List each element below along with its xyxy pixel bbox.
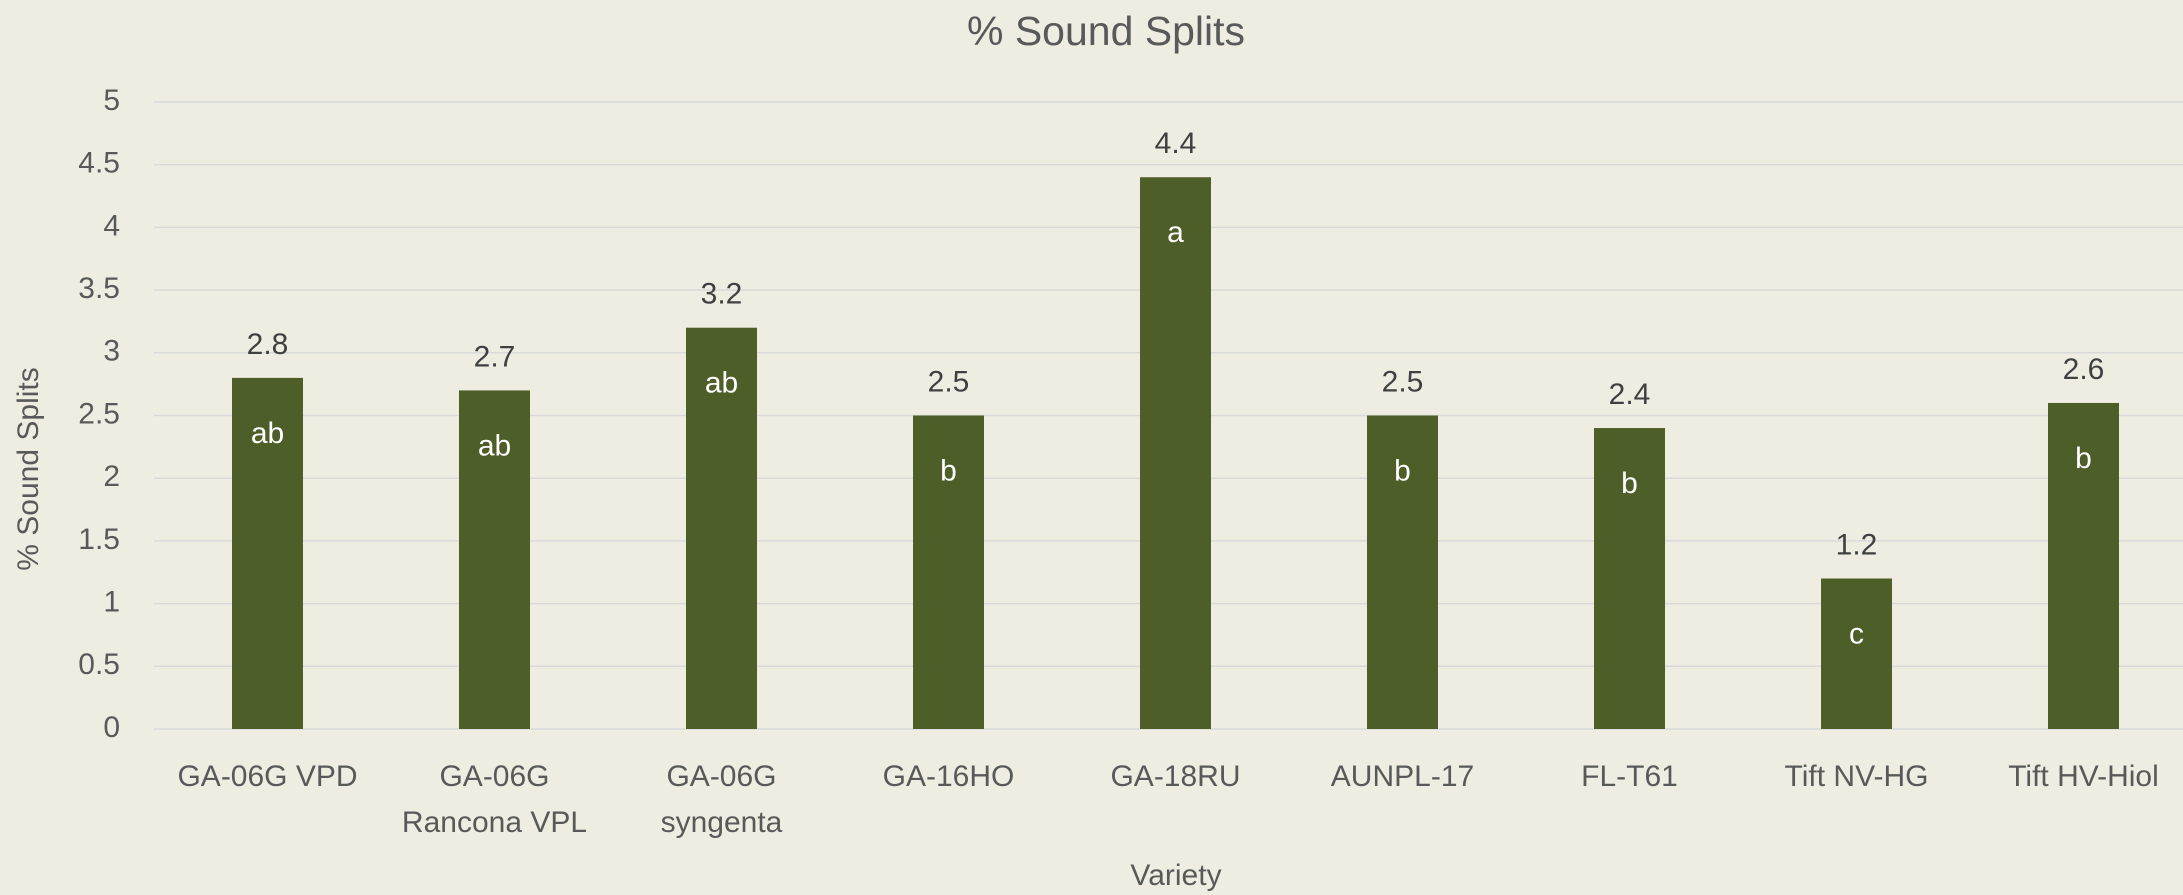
bar — [232, 377, 303, 729]
bar — [1140, 177, 1211, 730]
x-tick-label: GA-18RU — [1110, 760, 1240, 793]
significance-letter: ab — [705, 367, 738, 400]
y-tick-label: 1.5 — [78, 523, 120, 556]
bar — [459, 390, 530, 729]
bar — [913, 415, 984, 729]
chart-title: % Sound Splits — [967, 8, 1245, 54]
bar — [1821, 578, 1892, 729]
x-axis-label: Variety — [1130, 859, 1221, 892]
value-label: 2.5 — [1382, 365, 1424, 398]
bar — [1367, 415, 1438, 729]
x-tick-label: Tift HV-Hiol — [2008, 760, 2159, 793]
value-label: 4.4 — [1155, 127, 1197, 160]
x-tick-label: GA-16HO — [883, 760, 1015, 793]
significance-letter: a — [1167, 216, 1184, 249]
significance-letter: ab — [478, 429, 511, 462]
y-tick-label: 5 — [103, 84, 120, 117]
y-tick-label: 4.5 — [78, 147, 120, 180]
bar — [686, 327, 757, 729]
significance-letter: b — [1621, 467, 1638, 500]
y-tick-label: 0.5 — [78, 648, 120, 681]
x-tick-label: GA-06G syngenta — [661, 760, 783, 839]
x-tick-label: GA-06G VPD — [177, 760, 357, 793]
significance-letter: b — [1394, 454, 1411, 487]
y-tick-label: 2.5 — [78, 397, 120, 430]
bar — [2048, 402, 2119, 729]
value-label: 2.5 — [928, 365, 970, 398]
significance-letter: b — [2075, 442, 2092, 475]
bar — [1594, 428, 1665, 729]
y-tick-label: 3.5 — [78, 272, 120, 305]
y-tick-label: 0 — [103, 711, 120, 744]
value-label: 1.2 — [1836, 528, 1878, 561]
y-tick-label: 4 — [103, 209, 120, 242]
value-label: 2.6 — [2063, 353, 2105, 386]
y-tick-label: 3 — [103, 335, 120, 368]
x-tick-label: AUNPL-17 — [1331, 760, 1474, 793]
significance-letter: ab — [251, 417, 284, 450]
y-tick-label: 1 — [103, 586, 120, 619]
value-label: 2.7 — [474, 340, 516, 373]
value-label: 2.8 — [247, 328, 289, 361]
significance-letter: c — [1849, 617, 1864, 650]
value-label: 3.2 — [701, 278, 743, 311]
significance-letter: b — [940, 454, 957, 487]
x-tick-label: GA-06G Rancona VPL — [402, 760, 587, 839]
value-label: 2.4 — [1609, 378, 1651, 411]
x-tick-label: Tift NV-HG — [1785, 760, 1929, 793]
y-axis-label: % Sound Splits — [12, 367, 45, 570]
y-tick-label: 2 — [103, 460, 120, 493]
x-tick-label: FL-T61 — [1581, 760, 1678, 793]
